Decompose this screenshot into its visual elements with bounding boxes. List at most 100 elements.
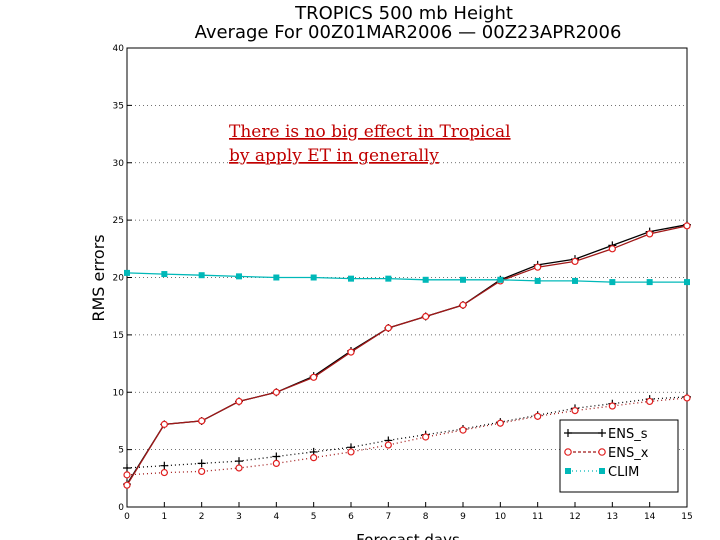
y-axis-ticks: 0 5 10 15 20 25 30 35 40 [113,44,132,513]
data-point-ens-s-spread [197,459,206,468]
data-point-clim-clim [348,275,354,282]
data-point-ens-x-spread [160,468,168,477]
y-tick-label: 0 [118,503,124,513]
data-point-ens-x-spread [422,433,430,441]
data-point-ens-x-spread [235,464,243,472]
x-tick-label: 7 [385,512,391,522]
data-point-ens-x-mean [384,324,392,332]
legend-square-icon [599,468,605,474]
y-tick-label: 15 [113,331,124,341]
legend-square-icon [565,468,571,474]
x-axis-label: Forecast days [356,531,460,540]
x-tick-label: 0 [124,512,130,522]
legend-label-ens-s: ENS_s [608,427,648,442]
data-point-clim-clim [460,276,466,283]
data-point-clim-clim [534,277,541,284]
data-point-ens-x-spread [534,412,542,420]
data-point-ens-x-mean [422,312,430,321]
x-tick-label: 5 [311,512,317,522]
data-point-ens-x-mean [347,348,355,356]
data-point-ens-x-mean [123,481,131,489]
data-point-clim-clim [161,271,168,278]
x-tick-label: 3 [236,512,242,522]
legend-plus-icon [564,429,606,437]
data-point-clim-clim [572,277,578,284]
data-point-ens-x-spread [198,467,206,476]
y-tick-label: 30 [113,159,125,169]
data-point-ens-x-mean [534,263,542,271]
gridlines [127,104,687,451]
data-point-ens-x-mean [571,257,579,266]
data-point-ens-x-mean [646,230,654,238]
data-point-clim-clim [646,279,653,286]
x-tick-label: 13 [607,512,618,522]
data-point-ens-x-mean [235,397,243,406]
data-point-clim-clim [198,272,205,279]
series-line-ens-x-spread [126,397,688,476]
legend-circle-icon [598,448,606,456]
data-point-ens-x-spread [683,394,691,402]
data-point-ens-x-mean [272,388,280,396]
x-tick-label: 1 [161,512,167,522]
data-point-clim-clim [310,274,317,281]
series-line-clim-clim [126,272,687,283]
data-point-ens-x-spread [459,426,467,434]
data-point-ens-x-mean [310,373,318,381]
data-point-clim-clim [124,269,130,276]
data-point-clim-clim [385,275,392,282]
data-point-clim-clim [497,276,504,283]
x-tick-label: 10 [495,512,507,522]
y-axis-label: RMS errors [89,234,108,321]
data-point-clim-clim [684,279,690,286]
data-point-ens-s-spread [160,461,169,470]
data-point-ens-x-spread [310,454,318,462]
annotation-note: There is no big effect in Tropical by ap… [229,122,511,166]
x-tick-label: 4 [273,512,279,522]
data-point-ens-x-mean [683,222,691,230]
data-point-ens-x-spread [646,397,654,406]
chart-title: TROPICS 500 mb Height [294,3,513,24]
y-tick-label: 35 [113,101,124,111]
legend-label-clim: CLIM [608,465,639,480]
x-tick-label: 8 [423,512,429,522]
y-tick-label: 20 [113,274,125,284]
data-point-ens-x-spread [571,407,579,415]
y-tick-label: 5 [118,446,124,456]
annotation-line-2: by apply ET in generally [229,146,439,166]
x-tick-label: 11 [532,512,543,522]
data-point-ens-x-spread [123,471,131,479]
x-tick-label: 14 [644,512,656,522]
x-tick-label: 6 [348,512,354,522]
data-point-clim-clim [609,279,616,286]
data-point-ens-x-spread [272,459,280,467]
data-point-ens-x-spread [496,419,504,427]
legend: ENS_s ENS_x CLIM [559,419,679,493]
series-group [123,220,691,489]
data-point-ens-x-mean [459,301,467,309]
data-point-clim-clim [236,273,242,280]
y-tick-label: 25 [113,216,124,226]
y-tick-label: 40 [113,44,125,54]
legend-box [559,419,679,493]
chart-subtitle: Average For 00Z01MAR2006 — 00Z23APR2006 [195,22,622,43]
x-axis-ticks: 0 1 2 3 4 5 6 7 8 9 10 11 12 13 14 15 [124,502,693,522]
legend-circle-icon [564,448,572,456]
x-tick-label: 15 [681,512,692,522]
legend-item-clim: CLIM [565,465,639,480]
legend-item-ens-x: ENS_x [564,446,649,461]
legend-label-ens-x: ENS_x [608,446,649,461]
data-point-ens-x-spread [347,448,355,456]
data-point-ens-x-mean [608,245,616,253]
annotation-line-1: There is no big effect in Tropical [229,122,511,142]
x-tick-label: 12 [569,512,580,522]
data-point-ens-x-spread [384,441,392,449]
legend-item-ens-s: ENS_s [564,427,648,442]
data-point-ens-x-mean [160,420,168,428]
series-line-ens-x-mean [126,225,688,486]
data-point-ens-x-mean [198,417,206,425]
data-point-clim-clim [273,274,280,281]
x-tick-label: 2 [199,512,205,522]
data-point-clim-clim [422,276,429,283]
data-point-ens-s-spread [123,463,131,472]
